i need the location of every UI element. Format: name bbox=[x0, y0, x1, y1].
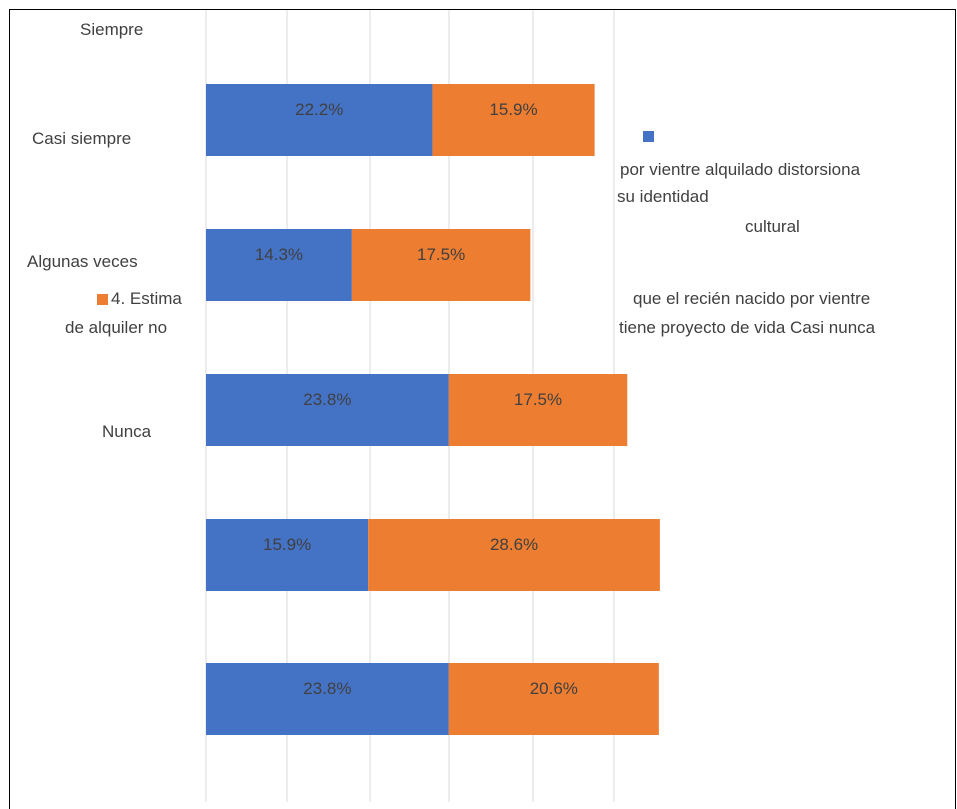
bar-series-2-row-5 bbox=[448, 663, 659, 735]
data-label-series-1-row-4: 15.9% bbox=[263, 535, 311, 554]
data-label-series-1-row-1: 22.2% bbox=[295, 100, 343, 119]
legend-text-series-1-line3: cultural bbox=[745, 217, 800, 236]
chart-frame bbox=[9, 9, 956, 809]
legend-text-series-2-a: 4. Estima bbox=[111, 289, 182, 308]
data-label-series-2-row-5: 20.6% bbox=[530, 679, 578, 698]
category-label-algunas-veces: Algunas veces bbox=[27, 252, 138, 271]
data-label-series-2-row-1: 15.9% bbox=[489, 100, 537, 119]
bar-series-1-row-3 bbox=[206, 374, 449, 446]
legend-text-series-1: por vientre alquilado distorsiona bbox=[620, 160, 861, 179]
data-label-series-1-row-5: 23.8% bbox=[303, 679, 351, 698]
bar-series-2-row-4 bbox=[368, 519, 660, 591]
data-label-series-1-row-2: 14.3% bbox=[255, 245, 303, 264]
bar-series-1-row-1 bbox=[206, 84, 433, 156]
bar-series-1-row-5 bbox=[206, 663, 449, 735]
legend-text-series-1-line2: su identidad bbox=[617, 187, 709, 206]
data-label-series-1-row-3: 23.8% bbox=[303, 390, 351, 409]
legend-text-series-2-d: tiene proyecto de vida Casi nunca bbox=[619, 318, 876, 337]
legend-text-series-2-c: de alquiler no bbox=[65, 318, 168, 337]
bar-series-1-row-2 bbox=[206, 229, 352, 301]
legend-swatch-series-1 bbox=[643, 131, 654, 142]
data-label-series-2-row-3: 17.5% bbox=[514, 390, 562, 409]
bar-series-2-row-2 bbox=[351, 229, 531, 301]
bar-series-2-row-1 bbox=[432, 84, 595, 156]
category-label-nunca: Nunca bbox=[102, 422, 152, 441]
bar-series-2-row-3 bbox=[448, 374, 628, 446]
category-label-casi-siempre: Casi siempre bbox=[32, 129, 132, 148]
category-label-siempre: Siempre bbox=[80, 20, 144, 39]
data-label-series-2-row-4: 28.6% bbox=[490, 535, 538, 554]
legend-text-series-2-b: que el recién nacido por vientre bbox=[633, 289, 871, 308]
bar-series-1-row-4 bbox=[206, 519, 369, 591]
legend-swatch-series-2 bbox=[97, 294, 108, 305]
data-label-series-2-row-2: 17.5% bbox=[417, 245, 465, 264]
